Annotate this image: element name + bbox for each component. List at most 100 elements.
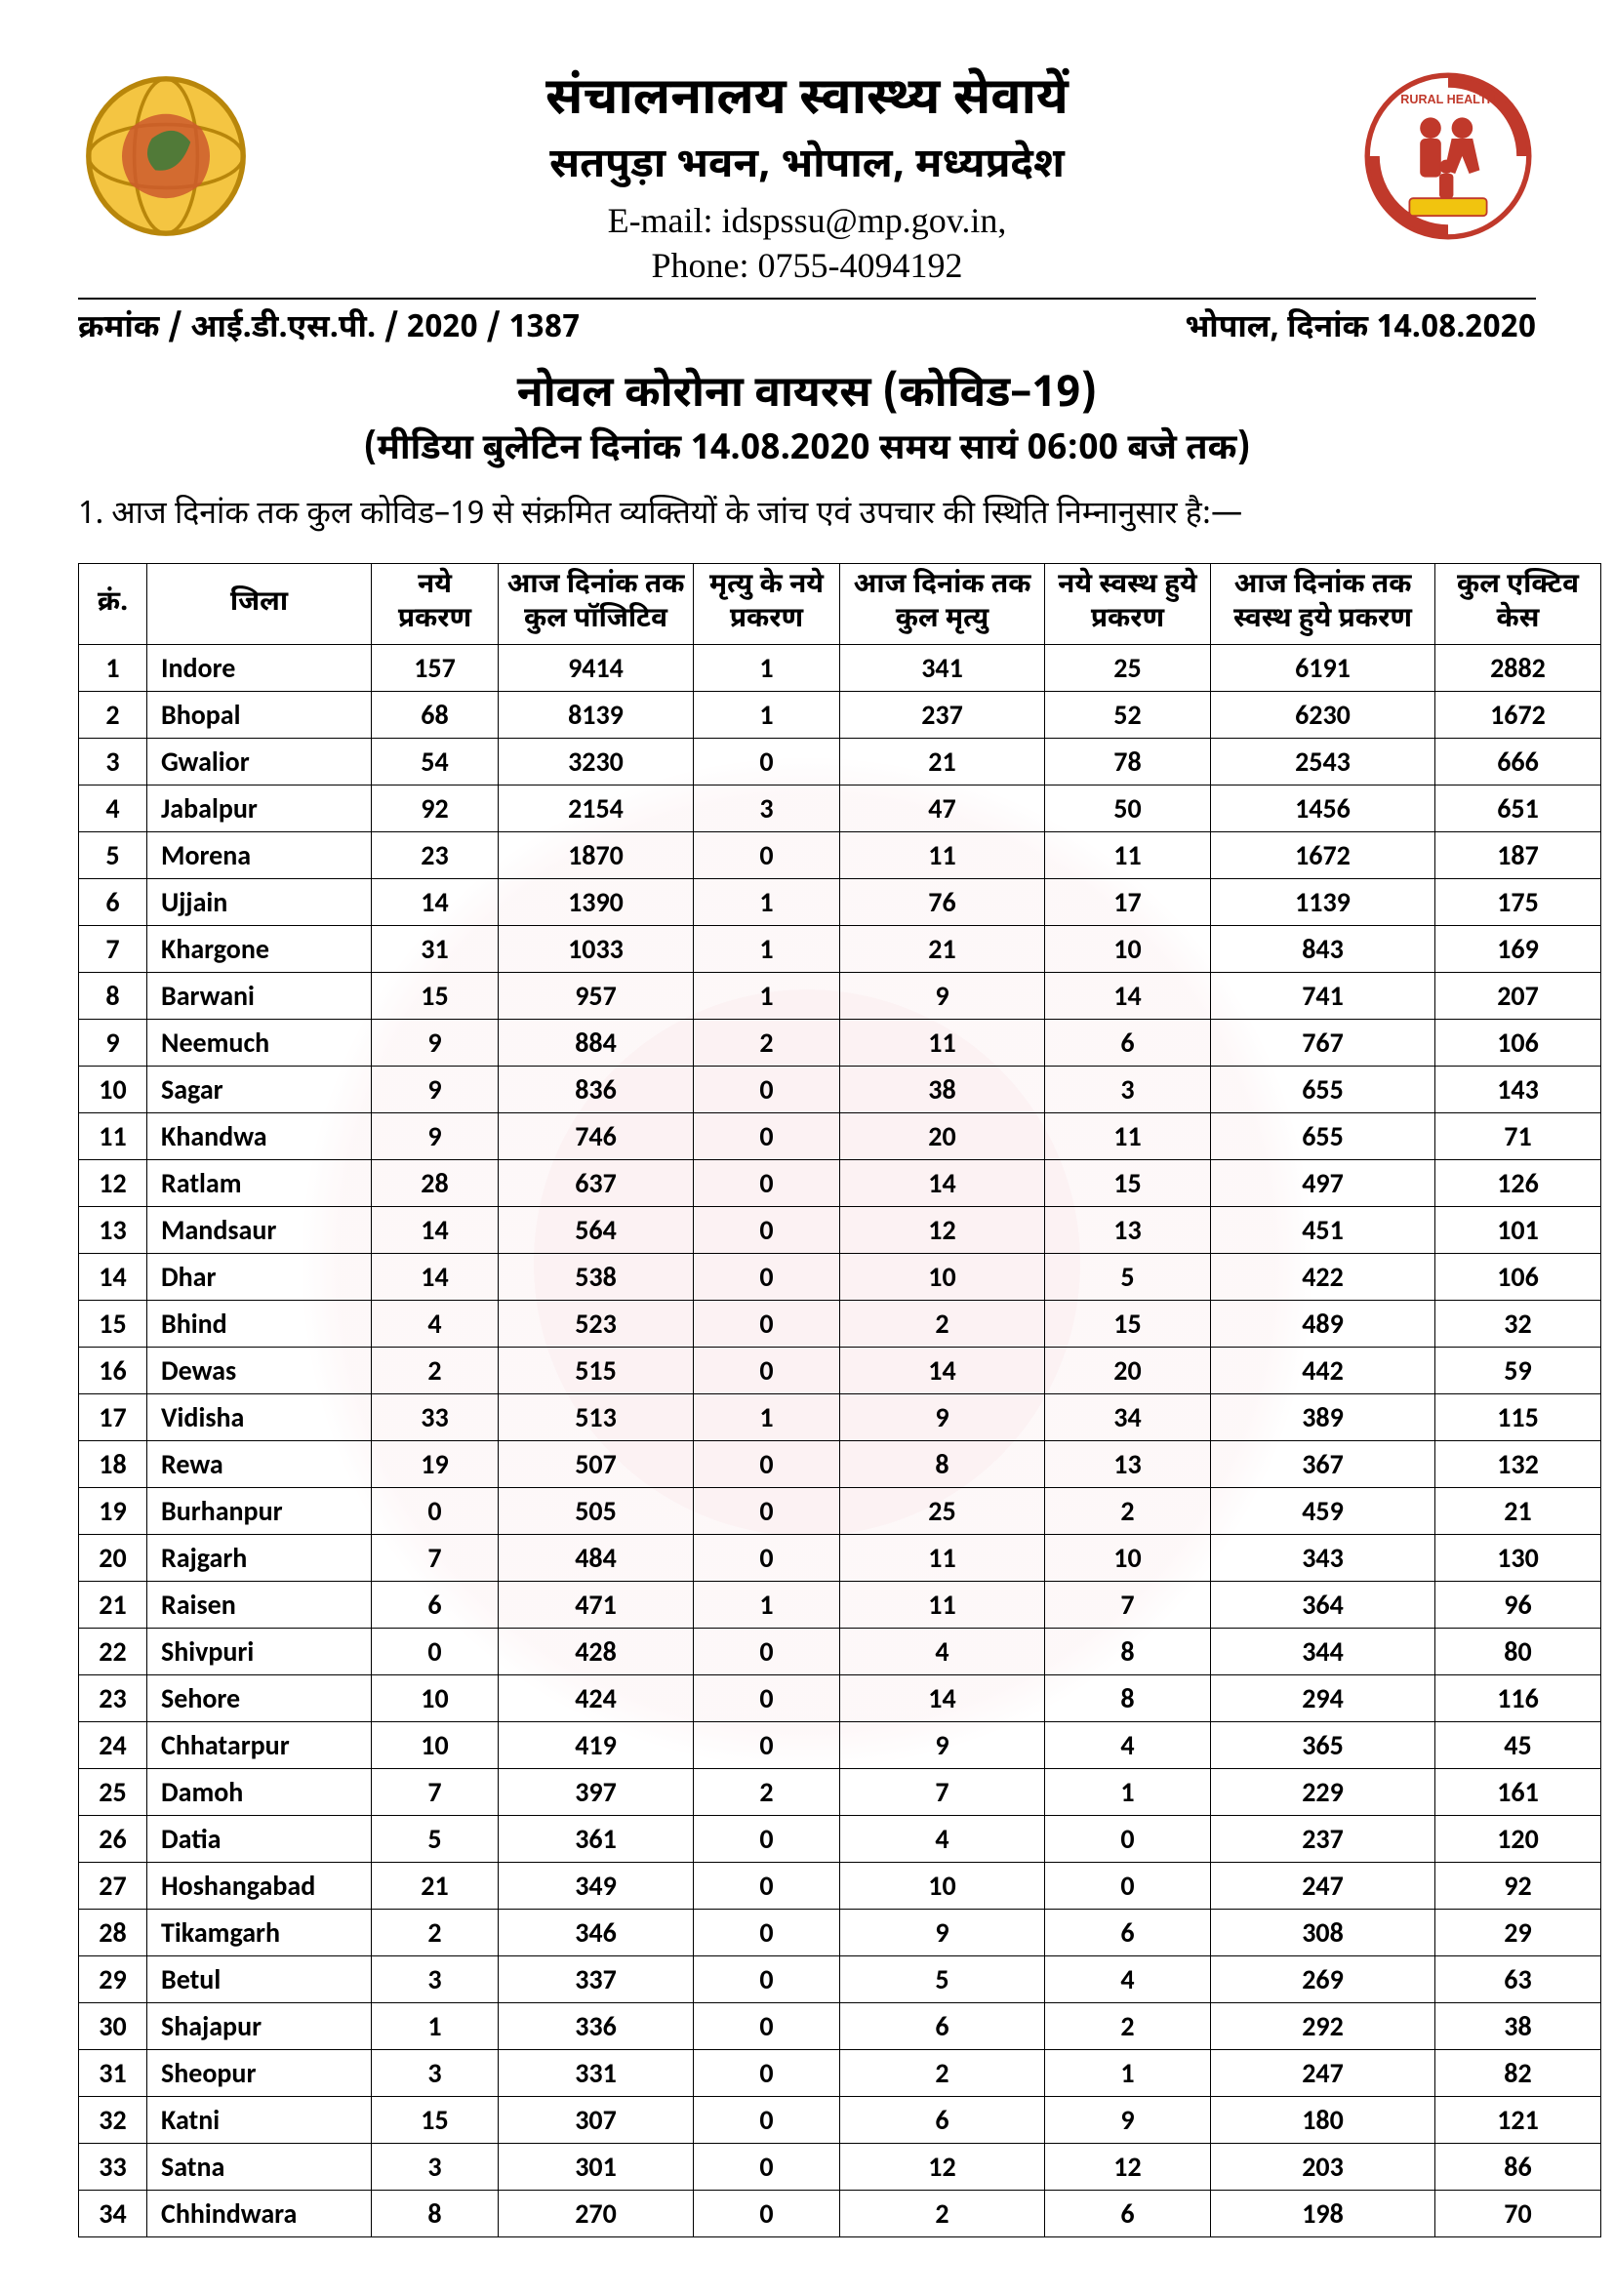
table-row: 1Indore157941413412561912882 [79,645,1601,692]
data-cell: 70 [1435,2191,1601,2237]
table-row: 15Bhind4523021548932 [79,1301,1601,1348]
data-cell: 1 [694,879,840,926]
data-cell: 9414 [499,645,694,692]
data-cell: 50 [1045,785,1211,832]
data-cell: 5 [840,1956,1045,2003]
data-cell: 15 [1045,1301,1211,1348]
district-cell: Gwalior [147,739,372,785]
data-cell: 428 [499,1629,694,1675]
district-cell: Tikamgarh [147,1910,372,1956]
data-cell: 237 [1211,1816,1435,1863]
svg-text:RURAL HEALTH: RURAL HEALTH [1400,93,1495,106]
district-cell: Sagar [147,1067,372,1113]
table-row: 11Khandwa97460201165571 [79,1113,1601,1160]
data-cell: 11 [1045,1113,1211,1160]
data-cell: 17 [79,1394,147,1441]
data-cell: 3 [1045,1067,1211,1113]
data-cell: 365 [1211,1722,1435,1769]
data-cell: 11 [840,1535,1045,1582]
data-cell: 367 [1211,1441,1435,1488]
data-cell: 11 [840,1020,1045,1067]
data-cell: 33 [79,2144,147,2191]
data-cell: 655 [1211,1113,1435,1160]
data-cell: 0 [694,1863,840,1910]
nrhm-logo-icon: RURAL HEALTH [1360,68,1536,244]
table-row: 6Ujjain141390176171139175 [79,879,1601,926]
data-cell: 0 [694,1348,840,1394]
data-cell: 14 [840,1348,1045,1394]
data-cell: 180 [1211,2097,1435,2144]
data-cell: 397 [499,1769,694,1816]
data-cell: 8 [1045,1629,1211,1675]
phone-line: Phone: 0755-4094192 [273,245,1341,286]
data-cell: 836 [499,1067,694,1113]
district-cell: Neemuch [147,1020,372,1067]
data-cell: 78 [1045,739,1211,785]
data-cell: 1033 [499,926,694,973]
data-cell: 6191 [1211,645,1435,692]
district-cell: Ratlam [147,1160,372,1207]
table-row: 4Jabalpur922154347501456651 [79,785,1601,832]
data-cell: 9 [840,973,1045,1020]
data-cell: 6 [1045,1910,1211,1956]
data-cell: 0 [694,1488,840,1535]
data-cell: 5 [1045,1254,1211,1301]
data-cell: 957 [499,973,694,1020]
table-row: 19Burhanpur0505025245921 [79,1488,1601,1535]
data-cell: 16 [79,1348,147,1394]
data-cell: 2 [840,1301,1045,1348]
data-cell: 30 [79,2003,147,2050]
data-cell: 15 [372,973,499,1020]
data-cell: 21 [372,1863,499,1910]
data-cell: 10 [372,1722,499,1769]
data-cell: 86 [1435,2144,1601,2191]
data-cell: 270 [499,2191,694,2237]
district-cell: Mandsaur [147,1207,372,1254]
data-cell: 1 [1045,2050,1211,2097]
data-cell: 96 [1435,1582,1601,1629]
data-cell: 120 [1435,1816,1601,1863]
data-cell: 292 [1211,2003,1435,2050]
data-cell: 31 [372,926,499,973]
data-cell: 14 [372,1254,499,1301]
data-cell: 4 [372,1301,499,1348]
data-cell: 2543 [1211,739,1435,785]
district-cell: Betul [147,1956,372,2003]
data-cell: 0 [694,1067,840,1113]
data-cell: 655 [1211,1067,1435,1113]
district-cell: Bhind [147,1301,372,1348]
district-cell: Ujjain [147,879,372,926]
globe-logo-icon [78,68,254,244]
data-cell: 1 [694,973,840,1020]
data-cell: 14 [79,1254,147,1301]
district-cell: Chhindwara [147,2191,372,2237]
data-cell: 0 [694,2144,840,2191]
data-cell: 14 [840,1675,1045,1722]
district-cell: Chhatarpur [147,1722,372,1769]
data-cell: 20 [840,1113,1045,1160]
data-cell: 9 [372,1113,499,1160]
district-cell: Hoshangabad [147,1863,372,1910]
data-cell: 1 [1045,1769,1211,1816]
district-cell: Raisen [147,1582,372,1629]
data-cell: 21 [1435,1488,1601,1535]
district-cell: Shivpuri [147,1629,372,1675]
data-cell: 4 [1045,1956,1211,2003]
data-cell: 11 [840,832,1045,879]
data-cell: 0 [694,739,840,785]
data-cell: 22 [79,1629,147,1675]
data-cell: 564 [499,1207,694,1254]
district-cell: Indore [147,645,372,692]
table-row: 21Raisen6471111736496 [79,1582,1601,1629]
data-cell: 198 [1211,2191,1435,2237]
data-cell: 12 [840,1207,1045,1254]
data-cell: 25 [79,1769,147,1816]
data-cell: 82 [1435,2050,1601,2097]
data-cell: 11 [79,1113,147,1160]
data-cell: 28 [79,1910,147,1956]
data-cell: 10 [840,1863,1045,1910]
data-cell: 471 [499,1582,694,1629]
data-cell: 1456 [1211,785,1435,832]
table-row: 29Betul333705426963 [79,1956,1601,2003]
data-cell: 106 [1435,1254,1601,1301]
